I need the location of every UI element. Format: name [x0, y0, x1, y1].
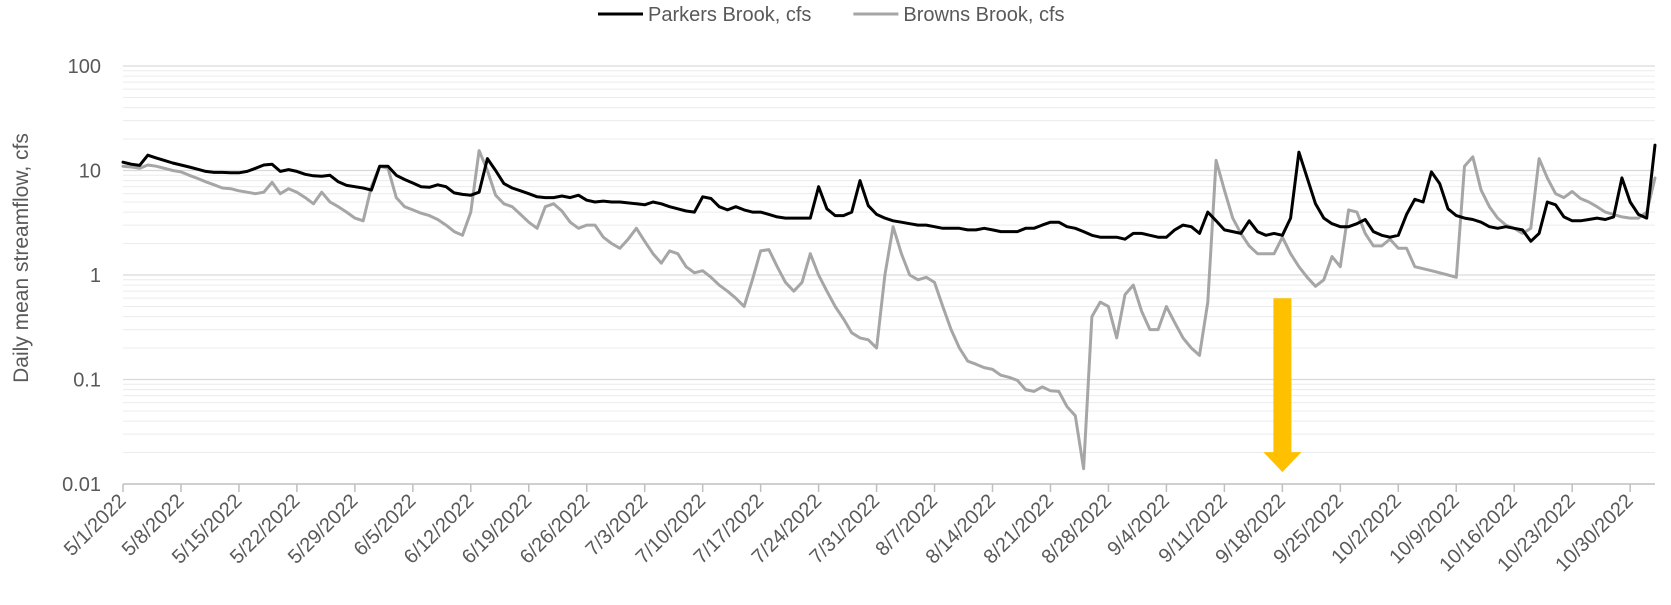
legend-label-browns-brook: Browns Brook, cfs: [903, 4, 1064, 26]
x-tick-label: 5/1/2022: [60, 490, 131, 561]
y-tick-label: 0.1: [73, 370, 101, 392]
legend: Parkers Brook, cfs Browns Brook, cfs: [598, 4, 1065, 26]
y-tick-label: 1: [90, 265, 101, 287]
parkers-brook-line: [121, 143, 1657, 243]
y-axis-label: Daily mean streamflow, cfs: [10, 133, 33, 383]
annotation-arrow: [1263, 298, 1302, 473]
y-tick-label: 100: [68, 56, 101, 78]
series-lines: [121, 143, 1657, 471]
legend-label-parkers-brook: Parkers Brook, cfs: [648, 4, 811, 26]
annotations: [1263, 298, 1302, 473]
y-tick-label: 10: [79, 161, 101, 183]
gridlines: [123, 65, 1655, 454]
y-tick-label: 0.01: [62, 474, 101, 496]
